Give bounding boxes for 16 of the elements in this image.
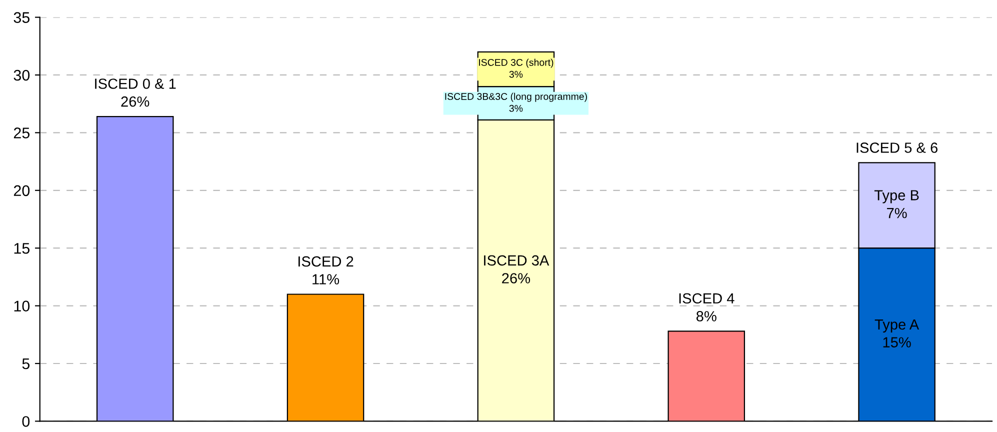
- y-tick-label: 10: [14, 300, 30, 312]
- y-tick-label: 5: [22, 358, 30, 370]
- total-label: ISCED 5 & 6: [856, 142, 938, 153]
- data-label: ISCED 4 8%: [679, 293, 734, 322]
- y-tick-label: 35: [14, 12, 30, 23]
- data-label: Type B 7%: [874, 190, 919, 218]
- data-label: ISCED 0 & 1 26%: [95, 78, 176, 107]
- data-label: ISCED 3A 26%: [484, 255, 550, 284]
- y-tick-label: 25: [14, 128, 30, 138]
- data-label: ISCED 3C (short) 3%: [479, 58, 554, 78]
- y-tick-label: 15: [14, 243, 30, 254]
- data-label: Type A 15%: [874, 319, 920, 348]
- y-tick-label: 30: [14, 70, 30, 81]
- y-tick-label: 20: [14, 185, 30, 196]
- data-label: ISCED 2 11%: [298, 256, 354, 284]
- y-tick-label: 0: [22, 416, 30, 427]
